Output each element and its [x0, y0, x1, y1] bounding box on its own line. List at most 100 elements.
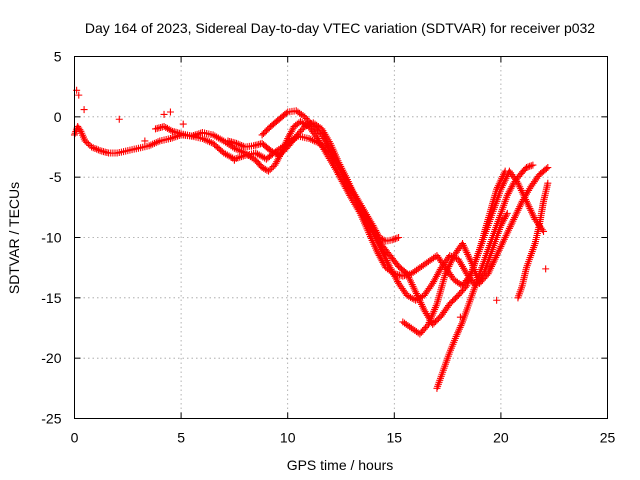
data-point: [239, 148, 247, 156]
data-point: [149, 140, 157, 148]
data-point: [524, 163, 532, 171]
data-point: [456, 313, 464, 321]
data-point: [166, 135, 174, 143]
data-point: [213, 133, 221, 141]
x-tick-label: 10: [280, 430, 296, 446]
data-point: [179, 120, 187, 128]
data-point: [89, 144, 97, 152]
data-point: [206, 138, 214, 146]
data-point: [93, 145, 101, 153]
data-point: [150, 139, 158, 147]
data-point: [503, 209, 511, 217]
data-point: [461, 283, 469, 291]
data-point: [80, 106, 88, 114]
data-point: [83, 138, 91, 146]
data-point: [222, 150, 230, 158]
data-point: [266, 166, 274, 174]
data-point: [145, 142, 153, 150]
data-point: [204, 137, 212, 145]
data-point: [395, 234, 403, 241]
y-tick-label: -5: [49, 169, 62, 185]
data-point: [232, 154, 240, 162]
series-track-5: [399, 164, 552, 338]
y-tick-label: 5: [54, 49, 62, 65]
data-point: [218, 136, 226, 144]
data-point: [160, 110, 168, 118]
data-point: [312, 133, 320, 141]
data-point: [529, 161, 537, 169]
data-point: [166, 108, 174, 116]
data-point: [147, 141, 155, 149]
data-point: [542, 265, 550, 273]
y-tick-label: -10: [41, 230, 61, 246]
data-point: [191, 131, 199, 139]
data-point: [449, 274, 457, 282]
data-point: [390, 235, 398, 243]
data-point: [202, 136, 210, 144]
data-point: [301, 122, 309, 130]
data-point: [154, 138, 162, 146]
data-point: [220, 149, 228, 157]
data-points: [71, 86, 552, 392]
data-point: [246, 153, 254, 161]
data-point: [225, 152, 233, 160]
data-point: [195, 130, 203, 138]
data-point: [167, 126, 175, 134]
data-point: [522, 164, 530, 172]
data-point: [198, 135, 206, 143]
data-point: [94, 146, 102, 154]
data-point: [245, 151, 253, 159]
plot-frame: [74, 56, 608, 419]
data-point: [234, 154, 242, 162]
data-point: [115, 115, 123, 123]
grid: [74, 56, 608, 419]
data-point: [238, 142, 246, 150]
data-point: [152, 139, 160, 147]
x-tick-label: 5: [177, 430, 185, 446]
x-tick-label: 15: [387, 430, 403, 446]
data-point: [71, 129, 79, 137]
data-point: [282, 109, 290, 117]
data-point: [241, 149, 249, 157]
data-point: [141, 137, 149, 145]
x-axis-label: GPS time / hours: [287, 457, 394, 473]
data-point: [305, 135, 313, 143]
data-point: [257, 152, 265, 160]
data-point: [263, 166, 271, 174]
data-point: [493, 296, 501, 304]
data-point: [233, 139, 241, 147]
data-point: [502, 211, 510, 219]
data-point: [84, 140, 92, 148]
data-point: [248, 154, 256, 162]
y-tick-label: 0: [54, 109, 62, 125]
data-point: [88, 143, 96, 151]
data-point: [216, 135, 224, 143]
data-point: [526, 162, 534, 170]
chart-title: Day 164 of 2023, Sidereal Day-to-day VTE…: [85, 20, 595, 36]
data-point: [253, 150, 261, 158]
data-point: [76, 126, 84, 134]
data-point: [75, 91, 83, 99]
data-point: [190, 132, 198, 140]
data-point: [238, 147, 246, 155]
data-point: [268, 164, 276, 172]
y-axis-label: SDTVAR / TECUs: [6, 182, 22, 294]
y-tick-label: -25: [41, 411, 61, 427]
data-point: [236, 153, 244, 161]
y-tick-label: -15: [41, 290, 61, 306]
x-tick-label: 20: [493, 430, 509, 446]
data-point: [188, 132, 196, 140]
series-scatter-isolated: [73, 86, 550, 321]
data-point: [527, 162, 535, 170]
data-point: [223, 151, 231, 159]
data-point: [209, 131, 217, 139]
data-point: [542, 165, 550, 173]
series-track-7: [514, 179, 552, 302]
data-point: [230, 156, 238, 164]
data-point: [81, 137, 89, 145]
data-point: [234, 140, 242, 148]
series-track-6: [433, 161, 537, 392]
data-point: [259, 153, 267, 161]
data-point: [302, 122, 310, 130]
